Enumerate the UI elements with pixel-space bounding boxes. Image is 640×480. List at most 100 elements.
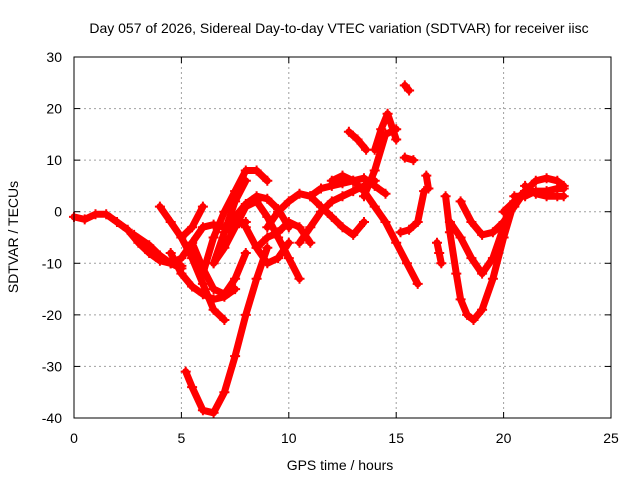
data-point [219, 206, 230, 217]
data-series [343, 126, 372, 155]
data-point [395, 227, 406, 238]
y-tick-label: 30 [46, 49, 62, 65]
data-point [283, 237, 294, 248]
data-point [359, 217, 369, 227]
data-point [399, 152, 410, 163]
plot-frame [73, 56, 612, 419]
data-point [273, 206, 284, 217]
data-point [520, 191, 531, 202]
data-point [520, 180, 531, 191]
data-point [404, 85, 415, 96]
data-point [240, 175, 251, 186]
data-series [444, 217, 509, 279]
data-point [165, 217, 176, 227]
data-point [262, 193, 273, 204]
data-point [240, 201, 251, 212]
data-point [408, 155, 419, 166]
data-series [197, 165, 273, 279]
data-point [208, 304, 219, 315]
data-point [273, 253, 284, 264]
data-point [129, 229, 140, 240]
data-series [180, 242, 273, 418]
data-point [455, 196, 466, 207]
data-point [240, 222, 251, 233]
data-point [208, 258, 219, 269]
data-point [401, 258, 412, 269]
data-point [440, 191, 451, 202]
data-point [487, 227, 498, 238]
data-series [369, 108, 402, 155]
data-point [399, 80, 410, 91]
series-line [263, 190, 368, 239]
data-point [337, 191, 348, 202]
chart-title: Day 057 of 2026, Sidereal Day-to-day VTE… [89, 20, 588, 36]
data-point [376, 124, 387, 135]
data-point [294, 222, 305, 233]
data-point [391, 134, 402, 145]
data-point [380, 217, 391, 227]
x-tick-label: 10 [281, 430, 297, 446]
data-point [208, 294, 219, 305]
data-point [380, 188, 391, 199]
data-point [251, 196, 262, 207]
data-series [399, 152, 419, 166]
data-point [509, 191, 520, 202]
y-tick-label: -30 [42, 358, 62, 374]
data-point [197, 201, 208, 212]
data-point [348, 186, 359, 197]
data-point [154, 201, 165, 212]
data-point [176, 232, 187, 243]
data-point [219, 387, 230, 398]
data-series-layer [69, 80, 569, 418]
x-axis-title: GPS time / hours [287, 457, 394, 473]
x-tick-label: 15 [388, 430, 404, 446]
data-series [176, 201, 208, 243]
data-point [305, 222, 316, 233]
data-point [432, 237, 442, 248]
series-line [253, 218, 314, 252]
data-point [240, 248, 251, 258]
data-point [219, 242, 230, 253]
grid [74, 57, 611, 418]
series-line [188, 239, 250, 298]
data-point [369, 144, 380, 155]
data-point [197, 222, 208, 233]
x-tick-label: 0 [70, 430, 78, 446]
data-point [316, 183, 326, 194]
data-point [421, 170, 432, 181]
data-point [434, 248, 445, 258]
data-point [208, 284, 219, 295]
data-point [359, 173, 369, 184]
data-series [520, 180, 569, 202]
data-point [477, 268, 488, 279]
data-series [251, 217, 316, 253]
axis-ticks [73, 56, 612, 419]
y-tick-label: 0 [54, 204, 62, 220]
data-point [466, 217, 477, 227]
data-point [208, 407, 219, 418]
data-series [455, 186, 531, 240]
data-point [187, 382, 198, 393]
data-point [101, 209, 112, 220]
data-point [477, 229, 488, 240]
data-point [176, 268, 187, 279]
data-point [262, 175, 273, 186]
data-point [455, 294, 466, 305]
data-point [230, 351, 241, 362]
x-tick-label: 25 [603, 430, 619, 446]
data-point [219, 227, 230, 238]
series-line [442, 192, 518, 324]
data-series [440, 191, 520, 325]
data-point [240, 165, 251, 176]
data-point [294, 237, 305, 248]
data-point [369, 165, 380, 176]
data-point [530, 175, 541, 186]
x-tick-label: 5 [178, 430, 186, 446]
data-point [208, 232, 219, 243]
data-point [122, 224, 133, 235]
data-point [326, 211, 337, 222]
data-point [176, 253, 187, 264]
data-point [273, 227, 284, 238]
data-point [343, 126, 354, 137]
